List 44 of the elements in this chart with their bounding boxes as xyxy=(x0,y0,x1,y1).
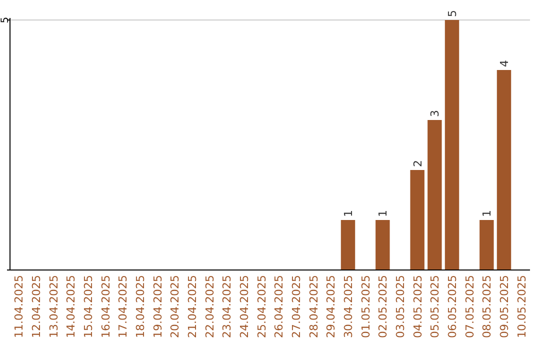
x-tick-label: 07.05.2025 xyxy=(463,275,476,338)
x-tick-label: 11.04.2025 xyxy=(12,275,26,338)
bar xyxy=(376,220,390,270)
x-tick-label: 15.04.2025 xyxy=(82,275,95,338)
bar xyxy=(444,20,460,270)
x-tick-label: 23.04.2025 xyxy=(220,275,234,338)
x-tick-label: 27.04.2025 xyxy=(290,275,303,338)
x-tick-label: 26.04.2025 xyxy=(272,275,286,338)
x-tick-label: 01.05.2025 xyxy=(359,275,372,338)
bar xyxy=(496,70,512,270)
x-tick-label: 03.05.2025 xyxy=(394,275,407,338)
x-tick-label: 02.05.2025 xyxy=(376,275,390,338)
x-tick-label: 18.04.2025 xyxy=(134,275,147,338)
x-tick-label: 12.04.2025 xyxy=(30,275,43,338)
x-tick-label: 04.05.2025 xyxy=(411,275,424,338)
x-tick-label: 24.04.2025 xyxy=(238,275,251,338)
x-tick-label: 16.04.2025 xyxy=(99,275,112,338)
data-label: 4 xyxy=(498,60,511,67)
x-tick-label: 25.04.2025 xyxy=(255,275,268,338)
x-tick-label: 30.04.2025 xyxy=(342,275,355,338)
x-tick-label: 22.04.2025 xyxy=(203,275,216,338)
data-label: 3 xyxy=(428,110,442,117)
x-tick-label: 21.04.2025 xyxy=(186,275,199,338)
bar xyxy=(428,120,442,270)
data-label: 1 xyxy=(480,210,494,217)
x-tick-label: 14.04.2025 xyxy=(64,275,78,338)
x-tick-label: 13.04.2025 xyxy=(47,275,60,338)
data-label: 5 xyxy=(446,10,459,17)
data-label: 1 xyxy=(342,210,355,217)
x-tick-label: 08.05.2025 xyxy=(480,275,494,338)
bar xyxy=(480,220,494,270)
x-tick-label: 17.04.2025 xyxy=(116,275,130,338)
data-label: 1 xyxy=(376,210,390,217)
x-tick-label: 19.04.2025 xyxy=(151,275,164,338)
x-tick-label: 06.05.2025 xyxy=(446,275,459,338)
x-tick-label: 10.05.2025 xyxy=(515,275,528,338)
bar xyxy=(410,170,424,270)
x-tick-label: 29.04.2025 xyxy=(324,275,338,338)
x-tick-label: 09.05.2025 xyxy=(498,275,511,338)
x-tick-label: 20.04.2025 xyxy=(168,275,182,338)
data-label: 2 xyxy=(411,160,424,167)
x-tick-label: 05.05.2025 xyxy=(428,275,442,338)
bar xyxy=(340,220,356,270)
x-tick-label: 28.04.2025 xyxy=(307,275,320,338)
